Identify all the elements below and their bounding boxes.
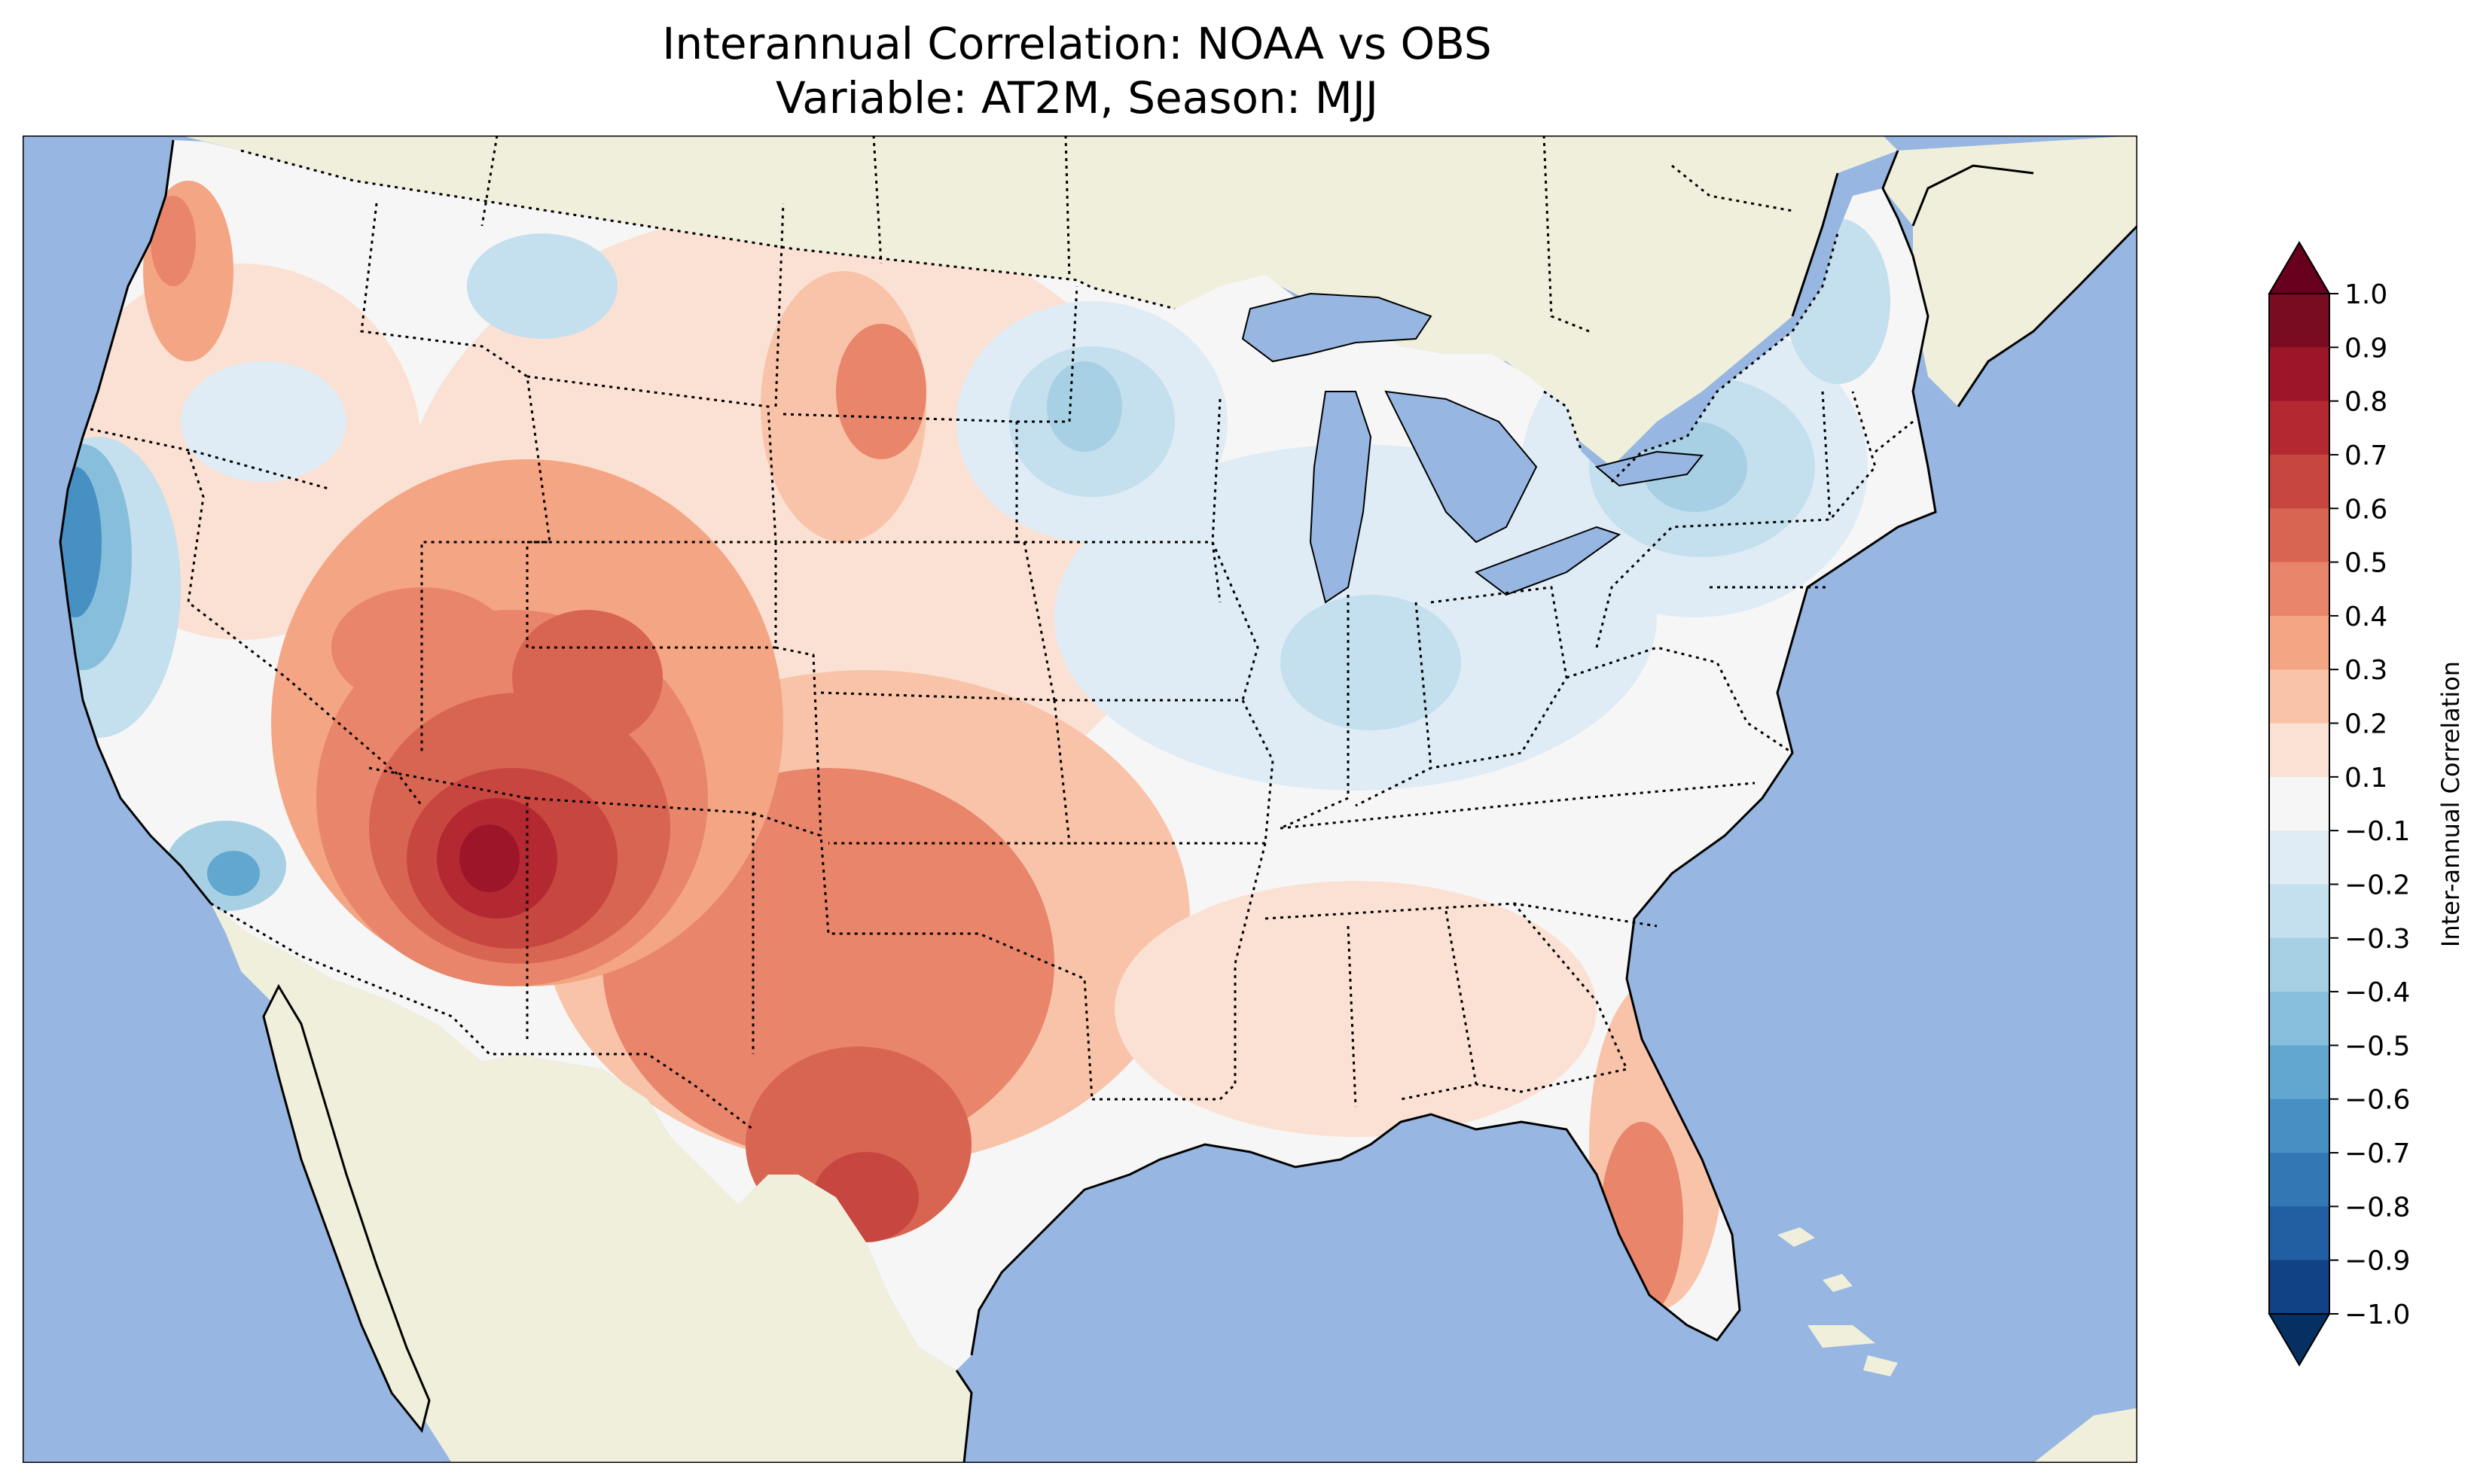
- lake-michigan: [1309, 391, 1372, 604]
- colorbar-swatch: [2269, 884, 2329, 939]
- colorbar-swatch: [2269, 508, 2329, 563]
- title-line-2: Variable: AT2M, Season: MJJ: [776, 72, 1378, 123]
- colorbar-swatch: [2269, 1153, 2329, 1207]
- colorbar-tick-label: 0.9: [2344, 333, 2387, 364]
- colorbar-tick-label: −0.8: [2344, 1192, 2410, 1223]
- colorbar-tick-label: 0.8: [2344, 387, 2387, 418]
- maritimes-land: [1883, 136, 2137, 407]
- colorbar-tick-label: −0.9: [2344, 1246, 2410, 1277]
- colorbar-tick-label: 1.0: [2344, 279, 2387, 310]
- colorbar-tick-label: 0.4: [2344, 602, 2387, 632]
- colorbar-label: Inter-annual Correlation: [2436, 661, 2465, 947]
- colorbar-swatch: [2269, 1206, 2329, 1261]
- colorbar-swatch: [2269, 294, 2329, 348]
- colorbar-swatch: [2269, 669, 2329, 724]
- title-line-1: Interannual Correlation: NOAA vs OBS: [662, 18, 1492, 69]
- colorbar-tick-label: 0.6: [2344, 494, 2387, 525]
- great-lakes: [1241, 292, 1704, 604]
- cuba-land: [2033, 1408, 2137, 1463]
- colorbar-swatch: [2269, 401, 2329, 456]
- colorbar-swatch: [2269, 454, 2329, 509]
- us-canada-border: [240, 149, 1839, 483]
- colorbar-swatch: [2269, 937, 2329, 992]
- colorbar-swatch: [2269, 562, 2329, 617]
- lake-ontario: [1594, 450, 1704, 487]
- colorbar-swatch: [2269, 776, 2329, 831]
- colorbar-tick-label: −0.2: [2344, 870, 2410, 900]
- correlation-field: [60, 140, 1936, 1370]
- colorbar-tick-label: −0.6: [2344, 1085, 2410, 1116]
- colorbar-swatch: [2269, 992, 2329, 1046]
- baja-coastline: [262, 983, 431, 1434]
- canada-land: [181, 136, 1898, 467]
- colorbar-tick-label: 0.5: [2344, 548, 2387, 579]
- mexico-gulf-coastline: [955, 1370, 973, 1463]
- colorbar-tick-label: 0.1: [2344, 763, 2387, 794]
- colorbar-tick-label: 0.2: [2344, 709, 2387, 740]
- central-states: [1017, 285, 1274, 1101]
- colorbar-swatch: [2269, 347, 2329, 402]
- colorbar-swatch: [2269, 830, 2329, 885]
- figure-title: Interannual Correlation: NOAA vs OBS Var…: [0, 17, 2154, 125]
- bahamas-land: [1777, 1227, 1898, 1376]
- lake-huron: [1384, 390, 1538, 544]
- colorbar-swatch: [2269, 1045, 2329, 1100]
- lake-superior: [1241, 292, 1432, 363]
- colorbar-swatches: [2269, 294, 2329, 1315]
- mexico-land: [211, 904, 972, 1463]
- colorbar-tick-label: −0.3: [2344, 924, 2410, 955]
- colorbar-tick-label: −0.7: [2344, 1138, 2410, 1169]
- colorbar-tick-label: 0.3: [2344, 655, 2387, 686]
- canada-coastline: [1791, 164, 2137, 407]
- colorbar-tick-label: −0.1: [2344, 816, 2410, 847]
- colorbar-outline: [2268, 293, 2330, 1315]
- baja-land: [264, 986, 429, 1431]
- canada-provinces: [480, 136, 1793, 333]
- lake-erie: [1474, 526, 1621, 596]
- west-states: [90, 203, 1094, 1100]
- state-borders: [90, 136, 1914, 1131]
- colorbar-ticks: 1.0 0.9 0.8 0.7 0.6 0.5 0.4 0.3 0.2 0.1 −0.1 −0.2 −0…: [2329, 279, 2410, 1330]
- colorbar-tick-label: −0.4: [2344, 977, 2410, 1008]
- us-coastline: [59, 139, 1937, 1356]
- colorbar-tick-label: −0.5: [2344, 1031, 2410, 1062]
- east-states: [1264, 391, 1914, 1108]
- colorbar-extend-over: [2268, 241, 2331, 294]
- colorbar-swatch: [2269, 1099, 2329, 1153]
- colorbar-swatch: [2269, 615, 2329, 670]
- colorbar-swatch: [2269, 723, 2329, 778]
- colorbar-tick-label: −1.0: [2344, 1300, 2410, 1330]
- colorbar-extend-under: [2268, 1313, 2331, 1367]
- colorbar-tick-label: 0.7: [2344, 440, 2387, 471]
- us-mexico-border: [210, 902, 754, 1131]
- colorbar-swatch: [2269, 1260, 2329, 1315]
